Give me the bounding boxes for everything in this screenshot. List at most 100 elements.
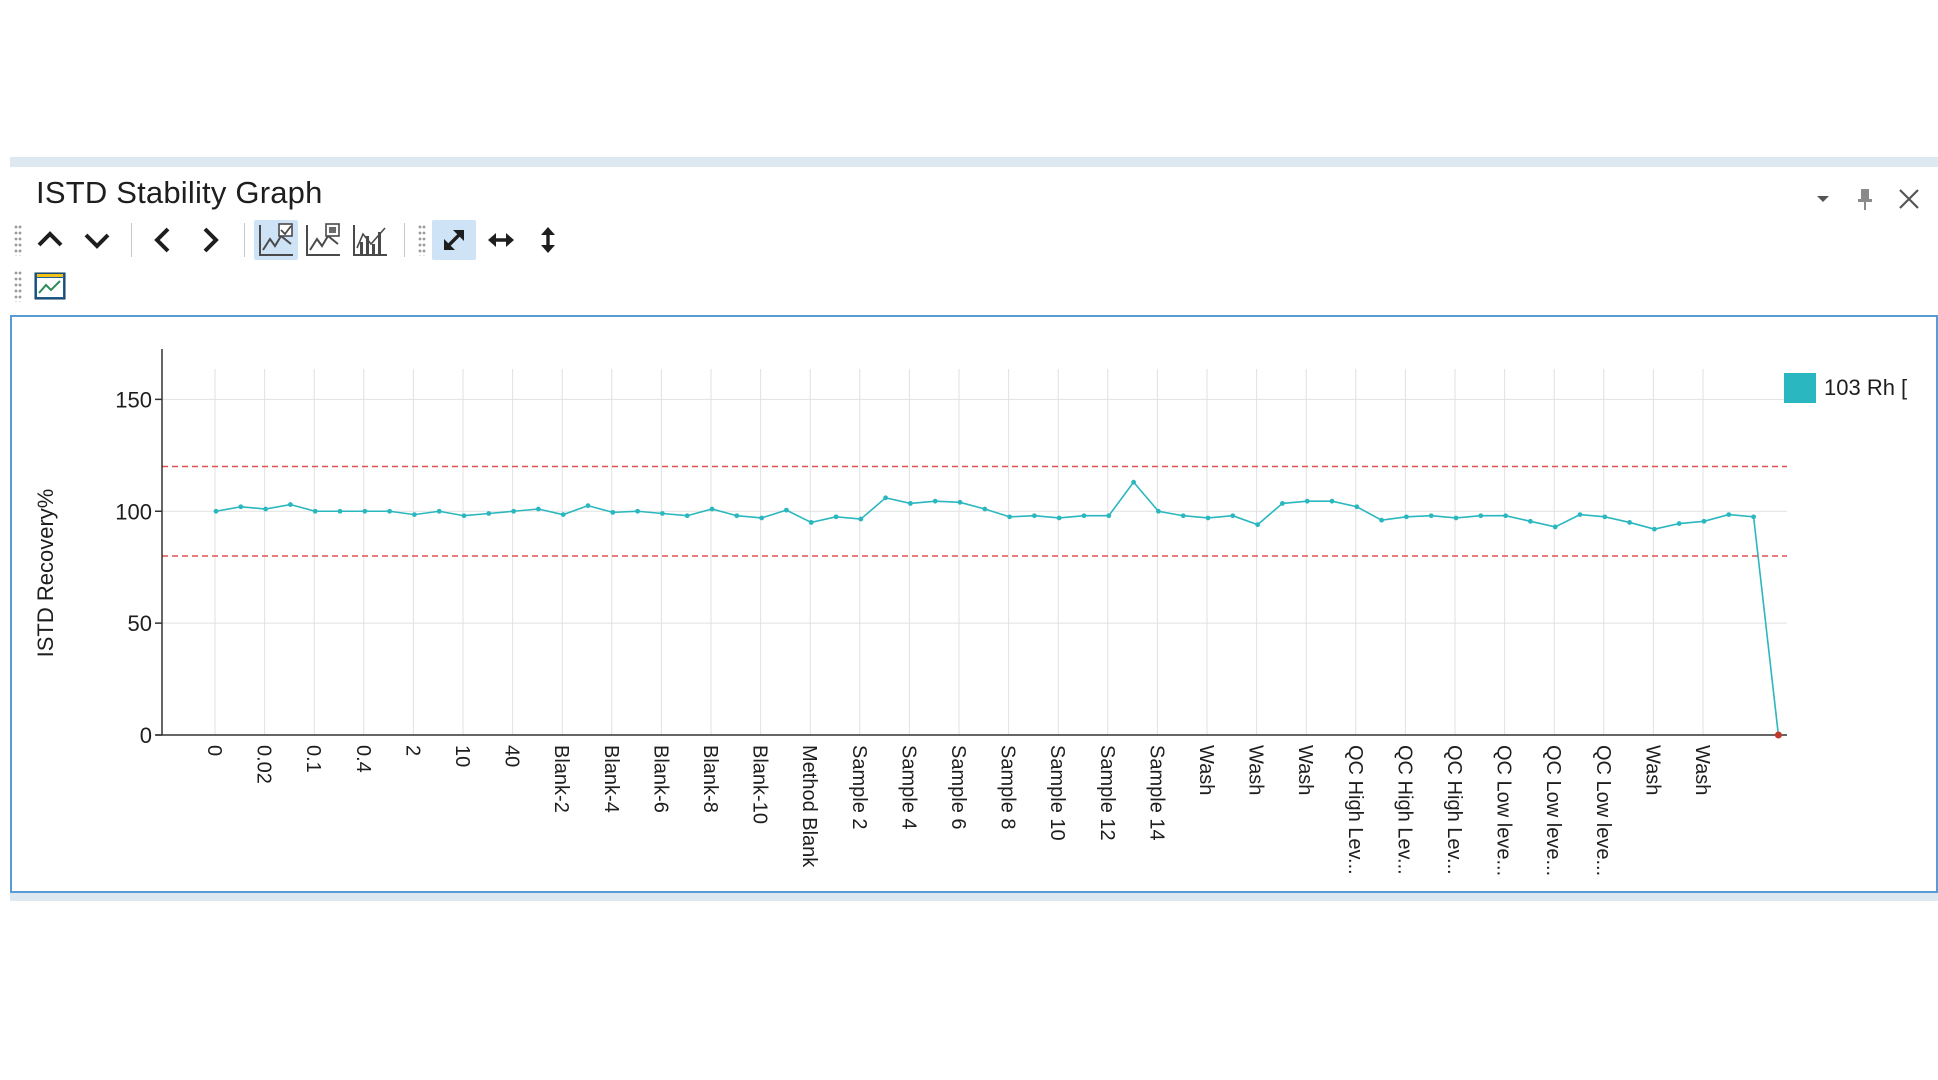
data-point	[1379, 517, 1384, 523]
x-tick-label: Wash	[1294, 745, 1316, 795]
data-point	[412, 512, 417, 518]
window-controls	[1798, 181, 1938, 221]
x-tick-label: Blank-2	[550, 745, 572, 813]
data-point	[858, 516, 864, 522]
data-point	[1329, 498, 1335, 504]
data-point	[759, 515, 764, 521]
line-chart-check-button[interactable]	[254, 220, 298, 260]
x-tick-label: Blank-6	[649, 745, 671, 813]
x-tick-label: Sample 8	[997, 745, 1019, 830]
data-point	[684, 513, 690, 519]
vertical-scale-button[interactable]	[526, 220, 570, 260]
secondary-toolbar	[10, 263, 75, 309]
vertical-arrow-icon	[541, 227, 555, 253]
data-point	[387, 508, 392, 514]
bar-line-chart-button[interactable]	[348, 220, 392, 260]
data-point	[1453, 515, 1459, 521]
pin-icon[interactable]	[1848, 181, 1882, 217]
data-point	[1404, 514, 1409, 520]
x-tick-label: 40	[501, 745, 523, 767]
x-tick-label: Sample 2	[848, 745, 870, 830]
data-point	[784, 507, 789, 513]
istd-stability-panel: ISTD Stability Graph	[10, 167, 1938, 893]
x-tick-label: Sample 10	[1046, 745, 1068, 841]
data-point	[610, 509, 616, 515]
next-button[interactable]	[188, 220, 232, 260]
y-tick-label: 150	[115, 387, 152, 412]
chart-legend[interactable]: 103 Rh [	[1784, 373, 1907, 403]
data-point	[1478, 513, 1484, 519]
data-point	[436, 508, 442, 514]
data-point	[1230, 513, 1236, 519]
x-tick-label: QC Low leve...	[1592, 745, 1614, 876]
istd-stability-chart: 0 50 100 150 0 0.02 0.1 0.4 2 10 40 Blank-2 Blank-4…	[33, 349, 1787, 876]
data-point	[536, 506, 541, 512]
legend-label: 103 Rh [	[1824, 375, 1908, 400]
horizontal-scale-button[interactable]	[479, 220, 523, 260]
chart-toolbar	[10, 217, 573, 263]
data-point	[1056, 515, 1062, 521]
panel-title: ISTD Stability Graph	[36, 175, 323, 210]
x-tick-label: 0.02	[253, 745, 275, 784]
diagonal-arrow-icon	[443, 229, 465, 251]
close-icon[interactable]	[1892, 181, 1926, 217]
panel-top-strip	[10, 157, 1938, 167]
scroll-down-button[interactable]	[75, 220, 119, 260]
data-point	[362, 508, 368, 514]
chart-area[interactable]: 0 50 100 150 0 0.02 0.1 0.4 2 10 40 Blank-2 Blank-4…	[10, 315, 1938, 893]
x-tick-label: Sample 4	[897, 745, 919, 830]
data-point	[1774, 731, 1782, 739]
data-point	[461, 513, 467, 519]
toolbar-separator	[244, 223, 245, 257]
data-point	[1180, 513, 1186, 519]
x-tick-label: QC High Lev...	[1393, 745, 1415, 875]
data-point	[660, 511, 665, 516]
data-point	[1627, 520, 1632, 525]
x-tick-label: Wash	[1691, 745, 1713, 795]
data-point	[312, 508, 318, 514]
chevron-left-icon	[154, 227, 170, 253]
y-tick-label: 0	[140, 723, 152, 748]
data-point	[1081, 513, 1087, 519]
data-point	[1528, 518, 1533, 524]
legend-swatch	[1784, 373, 1816, 403]
y-tick-label: 50	[128, 611, 152, 636]
scroll-up-button[interactable]	[28, 220, 72, 260]
data-point	[288, 502, 293, 507]
previous-button[interactable]	[141, 220, 185, 260]
data-point	[635, 508, 640, 514]
panel-bottom-strip	[10, 893, 1938, 901]
x-tick-label: Blank-10	[749, 745, 771, 824]
toolbar-grip[interactable]	[418, 224, 426, 256]
data-point	[1676, 521, 1682, 526]
chart-window-icon	[34, 272, 66, 300]
series-line	[215, 480, 1780, 736]
chart-settings-button[interactable]	[28, 266, 72, 306]
x-tick-label: 10	[451, 745, 473, 767]
x-tick-label: 0.1	[302, 745, 324, 773]
data-point	[1156, 508, 1161, 514]
data-point	[560, 512, 566, 518]
x-tick-label: QC High Lev...	[1344, 745, 1366, 875]
chevron-right-icon	[203, 227, 219, 253]
toolbar-separator	[131, 223, 132, 257]
autoscale-button[interactable]	[432, 220, 476, 260]
x-tick-label: 0	[203, 745, 225, 756]
data-point	[1131, 479, 1136, 485]
toolbar-grip[interactable]	[14, 270, 22, 302]
data-point	[1652, 526, 1657, 532]
y-axis-label: ISTD Recovery%	[33, 489, 58, 658]
x-tick-label: Wash	[1641, 745, 1663, 795]
x-tick-label: Blank-8	[699, 745, 721, 813]
data-point	[982, 506, 988, 512]
options-dropdown-icon[interactable]	[1806, 181, 1840, 217]
data-point	[263, 506, 268, 512]
data-point	[1304, 498, 1310, 504]
data-point	[1552, 524, 1558, 530]
x-tick-label: QC Low leve...	[1542, 745, 1564, 876]
data-point	[734, 513, 740, 519]
x-tick-label: Method Blank	[798, 745, 820, 868]
line-chart-image-button[interactable]	[301, 220, 345, 260]
toolbar-grip[interactable]	[14, 224, 22, 256]
data-point	[1354, 504, 1360, 510]
